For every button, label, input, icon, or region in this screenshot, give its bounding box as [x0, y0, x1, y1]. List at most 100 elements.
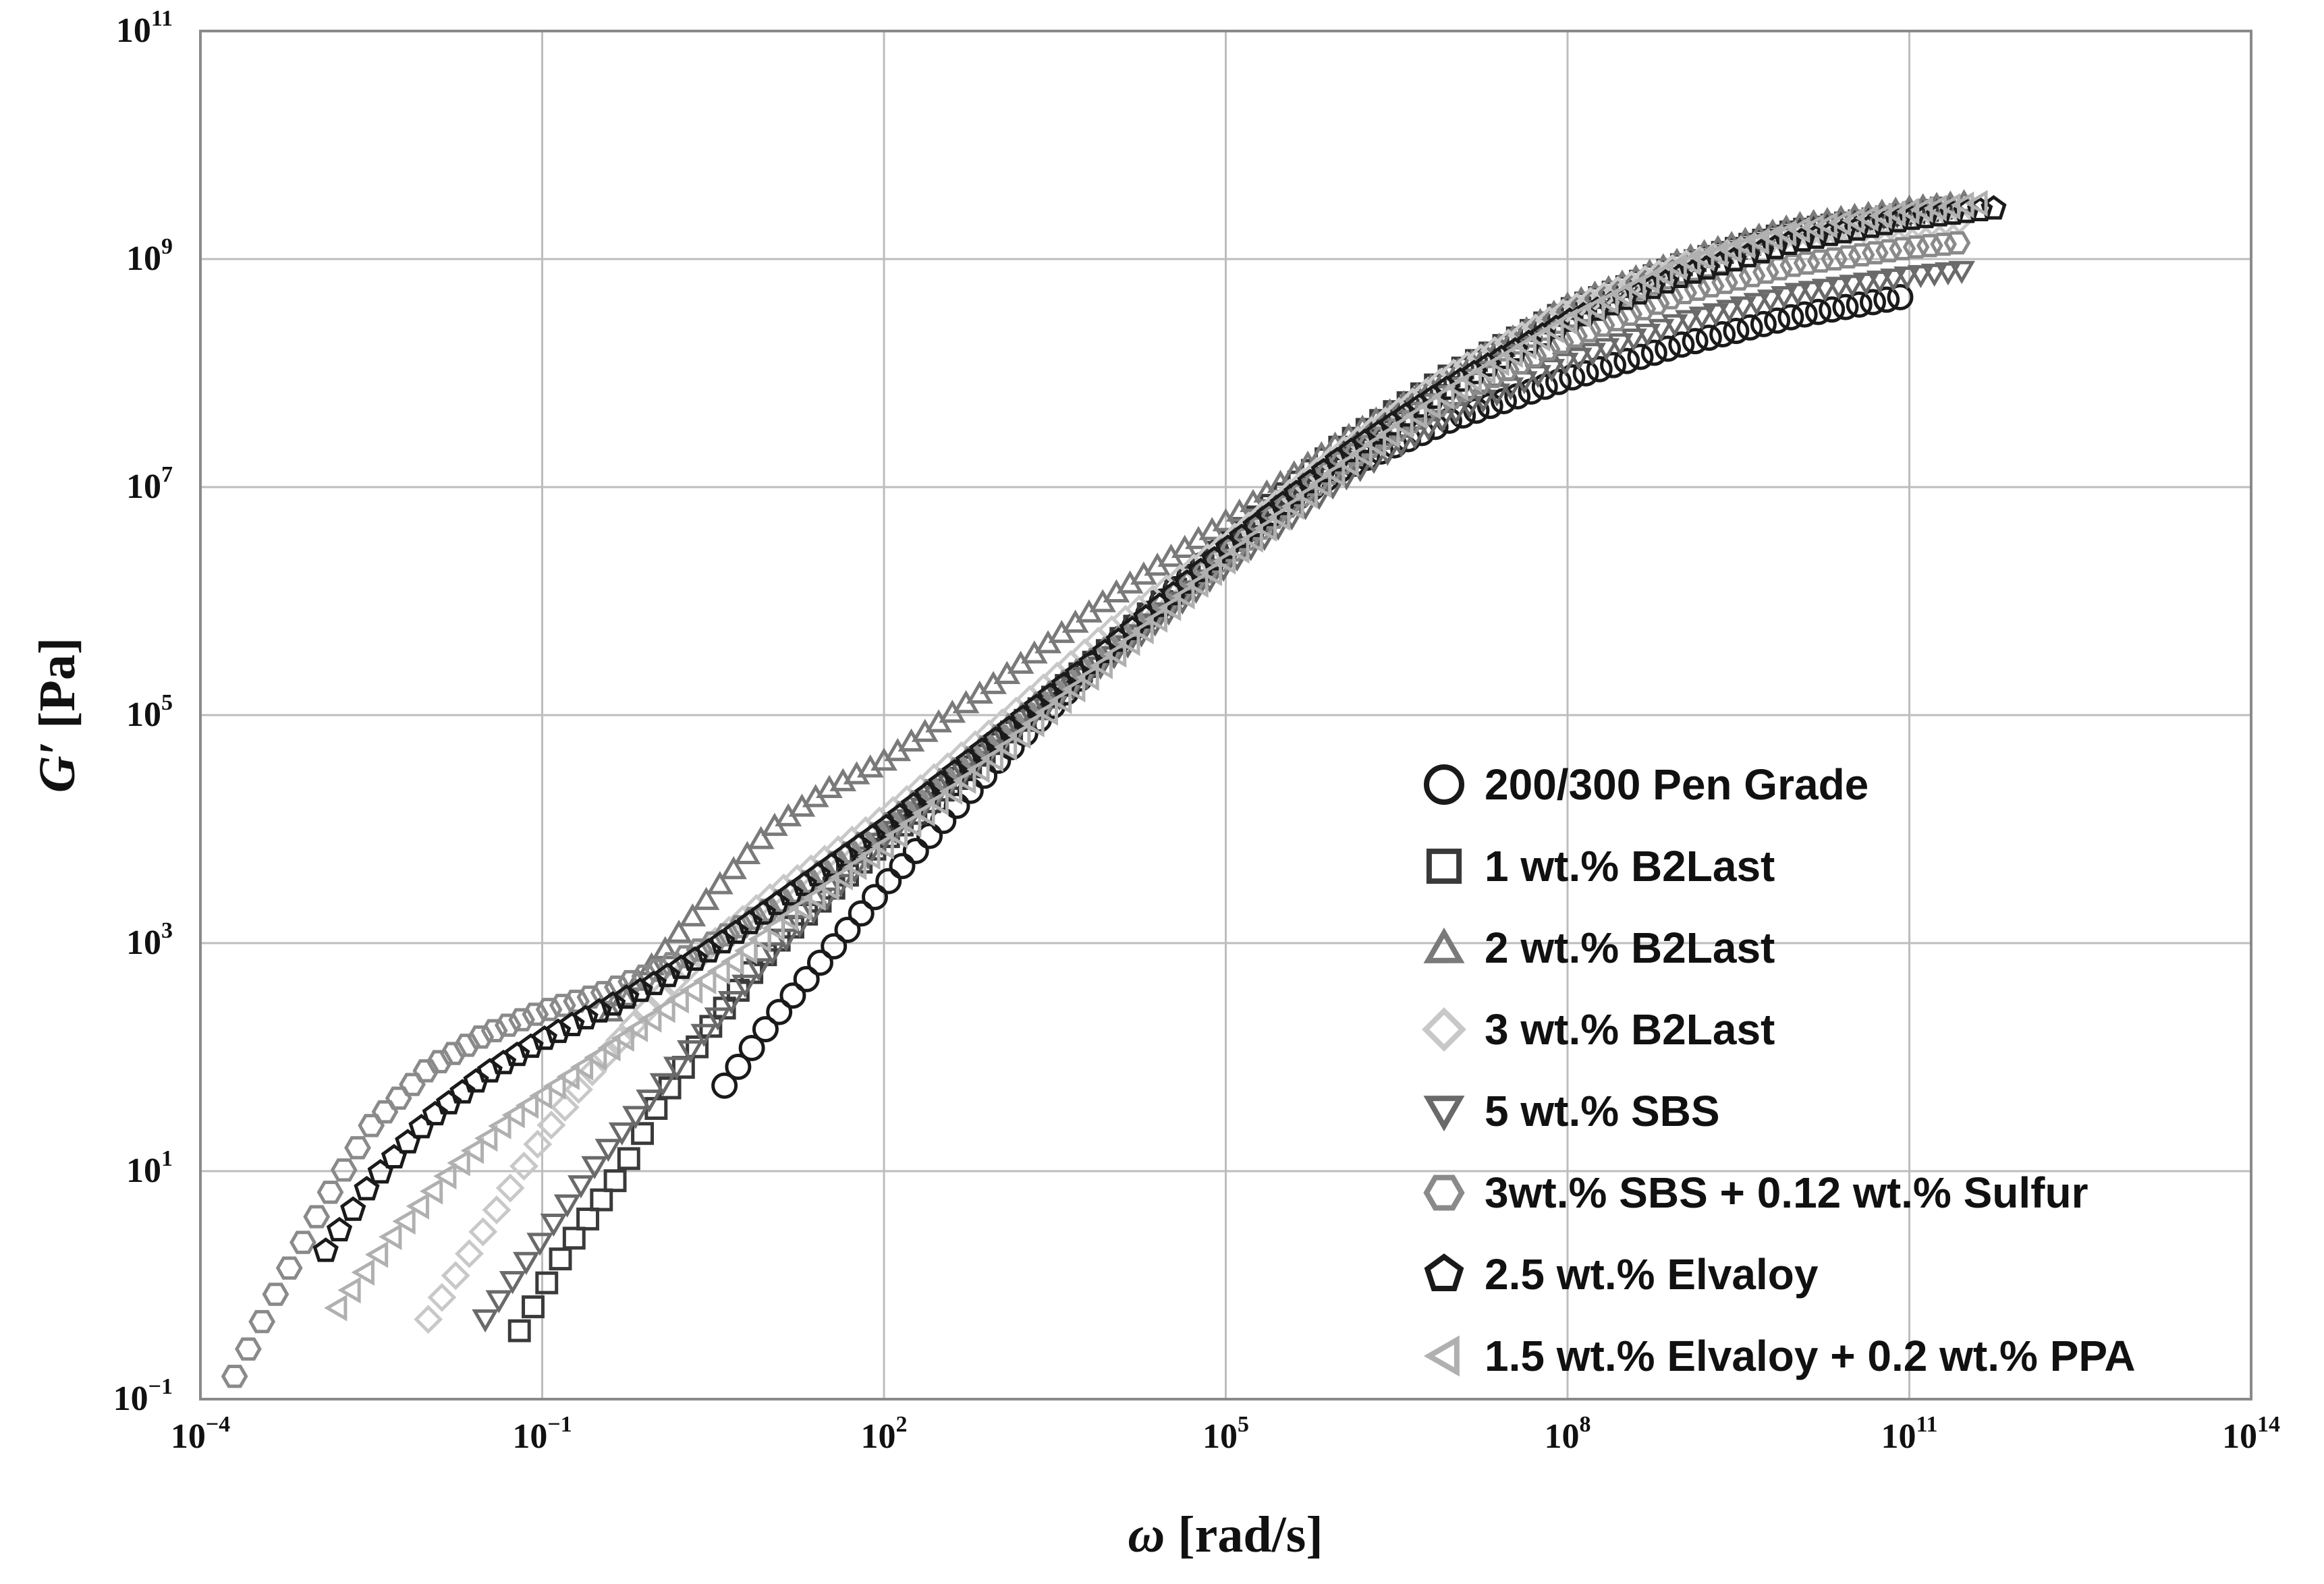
data-point	[1764, 307, 1791, 334]
data-point	[1185, 571, 1209, 598]
data-point	[501, 1102, 525, 1129]
data-point	[969, 737, 995, 762]
data-point	[1417, 393, 1441, 420]
data-point	[1188, 557, 1214, 582]
data-point	[455, 1239, 484, 1268]
data-point	[526, 1233, 553, 1256]
data-point	[821, 933, 848, 960]
data-point	[1513, 333, 1537, 360]
data-point	[887, 802, 913, 828]
data-point	[1682, 328, 1709, 355]
data-point	[522, 1295, 545, 1319]
data-point	[832, 843, 858, 868]
data-point	[248, 1309, 276, 1334]
data-point	[943, 793, 970, 820]
data-point	[891, 801, 918, 824]
data-point	[1600, 351, 1627, 378]
data-point	[1198, 559, 1223, 586]
data-point	[873, 814, 900, 839]
data-point	[447, 1149, 470, 1177]
data-point	[1675, 310, 1702, 333]
data-point	[791, 871, 817, 897]
data-point	[1000, 713, 1028, 737]
data-point	[754, 899, 781, 922]
data-point	[655, 962, 681, 988]
data-point	[578, 1057, 607, 1087]
data-point	[433, 1162, 457, 1190]
data-point	[1242, 512, 1269, 538]
data-point	[326, 1216, 353, 1242]
data-point	[707, 871, 734, 895]
data-point	[1920, 263, 1948, 287]
data-point	[330, 1158, 358, 1182]
data-point	[1233, 527, 1260, 551]
data-point	[1442, 401, 1470, 426]
data-point	[476, 1058, 503, 1083]
data-point	[1215, 534, 1242, 559]
data-point	[777, 880, 804, 906]
data-point	[1205, 549, 1233, 573]
data-point	[1572, 360, 1599, 387]
data-point	[576, 1208, 599, 1231]
data-point	[608, 1122, 636, 1146]
data-point	[522, 1002, 549, 1026]
legend-item: 3wt.% SBS + 0.12 wt.% Sulfur	[1423, 1168, 2088, 1217]
data-point	[1192, 560, 1219, 584]
data-point	[1431, 383, 1455, 410]
data-point	[631, 1122, 655, 1145]
data-point	[1472, 358, 1496, 385]
data-point	[843, 853, 867, 880]
data-point	[600, 991, 626, 1016]
data-point	[1627, 343, 1654, 370]
data-point	[1559, 364, 1586, 391]
data-point	[1541, 316, 1564, 343]
data-point	[764, 890, 790, 915]
data-point	[495, 1173, 525, 1203]
data-point	[861, 884, 888, 911]
data-point	[613, 984, 640, 1009]
data-point	[235, 1337, 262, 1361]
data-point	[337, 1276, 361, 1304]
data-point	[1456, 395, 1483, 419]
data-point	[594, 1139, 622, 1162]
data-point	[1545, 368, 1572, 395]
data-point	[945, 757, 973, 781]
y-tick-label: 103	[126, 918, 173, 962]
data-point	[870, 832, 894, 860]
data-point	[340, 1196, 366, 1221]
data-point	[1390, 412, 1414, 439]
legend-label: 3wt.% SBS + 0.12 wt.% Sulfur	[1485, 1168, 2088, 1217]
data-point	[914, 781, 941, 805]
data-point	[1157, 594, 1182, 621]
data-point	[1007, 722, 1031, 749]
data-point	[364, 1241, 389, 1268]
legend-label: 1.5 wt.% Elvaloy + 0.2 wt.% PPA	[1485, 1332, 2136, 1380]
data-point	[1315, 461, 1342, 485]
data-point	[717, 991, 745, 1015]
data-point	[1352, 428, 1378, 453]
data-point	[518, 1033, 544, 1058]
legend-marker	[1424, 764, 1464, 805]
x-axis-title: ω [rad/s]	[1128, 1506, 1323, 1563]
data-point	[419, 1177, 443, 1205]
data-point	[747, 826, 775, 849]
data-point	[1770, 286, 1798, 310]
data-point	[1668, 331, 1695, 358]
data-point	[1880, 268, 1907, 292]
data-point	[1324, 447, 1351, 472]
data-point	[513, 1251, 540, 1276]
data-point	[1365, 420, 1391, 445]
legend-item: 1.5 wt.% Elvaloy + 0.2 wt.% PPA	[1423, 1332, 2136, 1380]
data-point	[1595, 287, 1619, 315]
data-point	[1133, 604, 1159, 629]
data-point	[572, 1005, 599, 1029]
data-point	[1964, 190, 1988, 217]
legend-marker	[1426, 848, 1462, 884]
x-axis-ticks: 10−4 10−1 102 105 108 1011 1014	[171, 1412, 2280, 1456]
data-point	[1297, 468, 1323, 494]
data-point	[640, 970, 667, 996]
data-point	[766, 998, 793, 1025]
data-point	[1160, 580, 1186, 606]
data-point	[857, 843, 881, 870]
data-point	[1702, 303, 1730, 327]
